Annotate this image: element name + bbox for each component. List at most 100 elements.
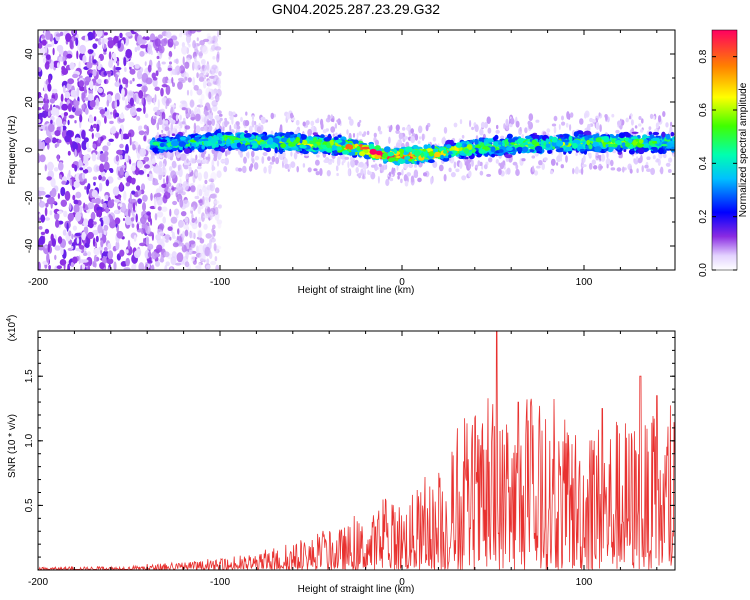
- spectrogram-noise-blob: [95, 97, 100, 107]
- spectrogram-halo-blob: [549, 170, 554, 175]
- spectrogram-noise-blob: [98, 246, 104, 251]
- spectrogram-noise-blob: [133, 94, 137, 102]
- spectrogram-noise-blob: [92, 221, 97, 225]
- spectrogram-halo-blob: [242, 165, 247, 174]
- spectrogram-trace-blob: [333, 150, 338, 155]
- spectrogram-noise-blob: [156, 211, 164, 218]
- spectrogram-noise-blob: [142, 194, 148, 202]
- spectrogram-halo-blob: [358, 172, 362, 177]
- spectrogram-noise-blob: [96, 206, 103, 212]
- spectrogram-noise-blob: [127, 239, 131, 250]
- spectrogram-halo-blob: [400, 178, 403, 184]
- spectrogram-halo-blob: [662, 111, 666, 117]
- spectrogram-halo-blob: [403, 174, 408, 182]
- spectrogram-halo-blob: [290, 161, 296, 169]
- spectrogram-noise-blob: [40, 214, 46, 223]
- spectrogram-halo-blob: [438, 164, 444, 172]
- spectrogram-noise-blob: [45, 44, 48, 54]
- spectrogram-halo-blob: [636, 156, 639, 161]
- spectrogram-halo-blob: [350, 160, 355, 168]
- spectrogram-noise-blob: [55, 117, 63, 127]
- spectrogram-noise-blob: [189, 249, 193, 254]
- spectrogram-noise-blob: [191, 213, 194, 220]
- spectrogram-noise-blob: [144, 164, 150, 169]
- spectrogram-noise-blob: [201, 58, 206, 66]
- spectrogram-noise-blob: [79, 44, 87, 55]
- spectrogram-halo-blob: [261, 156, 265, 164]
- spectrogram-halo-blob: [328, 161, 332, 165]
- spectrogram-noise-blob: [38, 140, 43, 149]
- spectrogram-halo-blob: [389, 177, 394, 182]
- spectrogram-noise-blob: [216, 53, 220, 63]
- spectrogram-noise-blob: [189, 109, 192, 115]
- spectrogram-halo-blob: [605, 158, 611, 166]
- spectrogram-noise-blob: [216, 160, 220, 167]
- spectrogram-noise-blob: [51, 137, 57, 144]
- spectrogram-noise-blob: [211, 228, 214, 234]
- spectrogram-noise-blob: [60, 93, 64, 103]
- spectrogram-noise-blob: [113, 65, 116, 75]
- spectrogram-noise-blob: [173, 43, 176, 50]
- spectrogram-noise-blob: [155, 260, 160, 267]
- spectrogram-halo-blob: [638, 123, 642, 127]
- spectrogram-halo-blob: [599, 124, 602, 132]
- spectrogram-trace-blob: [329, 139, 334, 146]
- spectrogram-halo-blob: [658, 115, 662, 123]
- spectrogram-halo-blob: [270, 112, 275, 120]
- spectrogram-noise-blob: [190, 255, 196, 262]
- spectrogram-noise-blob: [169, 236, 172, 241]
- spectrogram-halo-blob: [251, 119, 255, 128]
- spectrogram-halo-blob: [208, 124, 212, 131]
- spectrogram-noise-blob: [184, 217, 189, 223]
- spectrogram-halo-blob: [589, 117, 594, 123]
- spectrogram-noise-blob: [131, 190, 136, 195]
- spectrogram-noise-blob: [70, 261, 75, 268]
- spectrogram-noise-blob: [193, 60, 201, 70]
- spectrogram-noise-blob: [203, 125, 208, 132]
- spectrogram-halo-blob: [546, 128, 551, 133]
- spectrogram-noise-blob: [218, 70, 222, 77]
- spectrogram-trace-blob: [183, 148, 191, 154]
- spectrogram-noise-blob: [178, 219, 184, 228]
- spectrogram-noise-blob: [196, 245, 199, 254]
- spectrogram-noise-blob: [173, 208, 180, 216]
- spectrogram-halo-blob: [610, 159, 614, 167]
- spectrogram-halo-blob: [667, 169, 672, 173]
- spectrogram-trace-blob: [233, 139, 241, 143]
- spectrogram-halo-blob: [367, 171, 373, 176]
- spectrogram-noise-blob: [73, 204, 80, 214]
- spectrogram-noise-blob: [107, 250, 114, 260]
- spectrogram-noise-blob: [75, 37, 79, 46]
- spectrogram-halo-blob: [215, 115, 221, 121]
- spectrogram-halo-blob: [316, 154, 320, 158]
- spectrogram-halo-blob: [296, 166, 300, 173]
- spectrogram-noise-blob: [115, 73, 118, 83]
- spectrogram-noise-blob: [56, 210, 63, 215]
- spectrogram-noise-blob: [93, 116, 97, 122]
- spectrogram-noise-blob: [193, 205, 196, 210]
- spectrogram-noise-blob: [54, 254, 57, 261]
- spectrogram-noise-blob: [115, 155, 120, 162]
- spectrogram-halo-blob: [215, 123, 220, 130]
- spectrogram-noise-blob: [62, 85, 66, 94]
- spectrogram-noise-blob: [143, 87, 146, 97]
- spectrogram-noise-blob: [125, 249, 129, 254]
- spectrogram-noise-blob: [107, 39, 114, 49]
- spectrogram-noise-blob: [189, 30, 197, 34]
- spectrogram-halo-blob: [648, 126, 652, 131]
- spectrogram-halo-blob: [335, 165, 339, 172]
- spectrogram-noise-blob: [98, 182, 103, 192]
- spectrogram-noise-blob: [46, 176, 52, 181]
- spectrogram-halo-blob: [532, 165, 535, 173]
- spectrogram-trace-blob: [649, 134, 655, 140]
- spectrogram-halo-blob: [244, 120, 250, 127]
- spectrogram-noise-blob: [136, 107, 142, 112]
- spectrogram-halo-blob: [179, 114, 182, 121]
- spectrogram-halo-blob: [633, 158, 636, 164]
- spectrogram-noise-blob: [203, 197, 209, 201]
- spectrogram-noise-blob: [38, 261, 41, 270]
- spectrogram-halo-blob: [315, 119, 320, 124]
- spectrogram-noise-blob: [151, 251, 158, 260]
- spectrogram-halo-blob: [251, 150, 255, 158]
- spectrogram-noise-blob: [61, 103, 69, 111]
